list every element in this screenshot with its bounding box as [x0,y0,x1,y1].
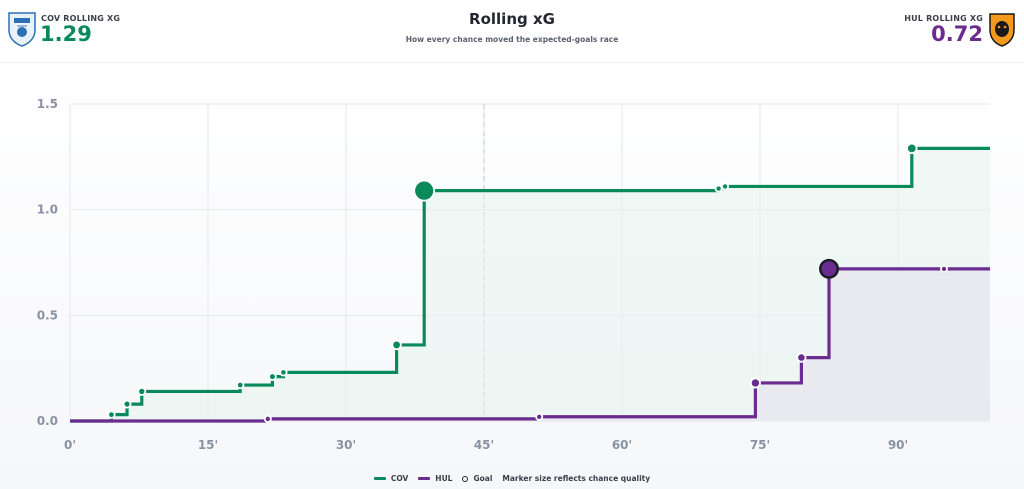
coventry-crest-icon [8,12,36,47]
chance-marker [749,377,761,389]
x-tick-label: 45' [474,438,494,452]
chart-title: Rolling xG [469,10,555,28]
legend: COV HUL Goal Marker size reflects chance… [0,474,1024,483]
series-fill-cov [70,148,990,421]
x-tick-label: 15' [198,438,218,452]
chance-marker [796,352,807,363]
y-tick-label: 1.5 [37,97,58,111]
legend-home-label: COV [390,474,409,483]
chance-marker [268,372,277,381]
chance-marker [263,414,272,423]
goal-marker [819,258,839,279]
chance-marker [137,386,147,396]
legend-home: COV [373,474,409,483]
header-divider [0,62,1024,63]
x-tick-label: 60' [612,438,632,452]
legend-away-swatch [418,477,431,480]
y-tick-label: 0.5 [37,308,58,322]
legend-goal-label: Goal [473,474,493,483]
x-tick-label: 30' [336,438,356,452]
away-xg-value: 0.72 [931,22,983,46]
x-tick-label: 0' [64,438,76,452]
x-tick-label: 90' [888,438,908,452]
chance-marker [940,264,948,273]
chance-marker [279,368,288,377]
legend-goal: Goal [462,474,492,483]
hull-crest-icon [989,13,1015,47]
chance-marker [906,142,918,155]
away-xg-label: HUL ROLLING XG [904,14,983,23]
header: COV ROLLING XG 1.29 Rolling xG How every… [0,0,1024,60]
chance-marker [714,184,723,193]
legend-note: Marker size reflects chance quality [502,474,650,483]
home-xg-label: COV ROLLING XG [41,14,121,23]
legend-note-label: Marker size reflects chance quality [502,474,651,483]
chance-marker [391,339,402,351]
y-tick-label: 1.0 [37,203,58,217]
chance-marker [413,179,436,202]
chart-subtitle: How every chance moved the expected-goal… [405,35,619,44]
goal-ring-icon [462,475,469,482]
legend-away-label: HUL [435,474,453,483]
chance-marker [122,399,132,409]
chance-marker [235,380,245,390]
legend-home-swatch [373,477,386,480]
chance-marker [721,182,730,191]
chance-marker [535,412,544,421]
home-xg-value: 1.29 [40,22,92,46]
x-tick-label: 75' [750,438,770,452]
y-tick-label: 0.0 [37,414,58,428]
legend-away: HUL [418,474,452,483]
chance-marker [107,410,116,419]
